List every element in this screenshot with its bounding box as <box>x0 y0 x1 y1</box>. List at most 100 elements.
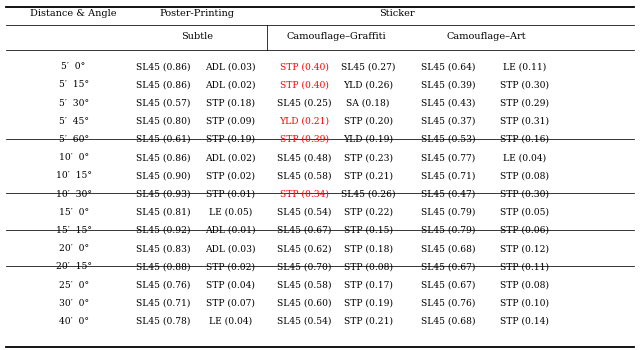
Text: STP (0.20): STP (0.20) <box>344 117 392 126</box>
Text: 15′  15°: 15′ 15° <box>56 226 92 235</box>
Text: ADL (0.03): ADL (0.03) <box>205 62 255 71</box>
Text: 10′  0°: 10′ 0° <box>58 153 89 162</box>
Text: STP (0.10): STP (0.10) <box>500 299 549 308</box>
Text: SA (0.18): SA (0.18) <box>346 99 390 107</box>
Text: SL45 (0.27): SL45 (0.27) <box>341 62 395 71</box>
Text: SL45 (0.93): SL45 (0.93) <box>136 190 191 198</box>
Text: SL45 (0.53): SL45 (0.53) <box>420 135 476 144</box>
Text: STP (0.02): STP (0.02) <box>206 262 255 271</box>
Text: SL45 (0.48): SL45 (0.48) <box>277 153 331 162</box>
Text: YLD (0.26): YLD (0.26) <box>343 80 393 89</box>
Text: STP (0.16): STP (0.16) <box>500 135 549 144</box>
Text: SL45 (0.86): SL45 (0.86) <box>136 62 191 71</box>
Text: ADL (0.03): ADL (0.03) <box>205 244 255 253</box>
Text: ADL (0.02): ADL (0.02) <box>205 80 255 89</box>
Text: SL45 (0.64): SL45 (0.64) <box>421 62 475 71</box>
Text: STP (0.07): STP (0.07) <box>206 299 255 308</box>
Text: STP (0.18): STP (0.18) <box>344 244 392 253</box>
Text: STP (0.06): STP (0.06) <box>500 226 549 235</box>
Text: 20′  15°: 20′ 15° <box>56 262 92 271</box>
Text: STP (0.40): STP (0.40) <box>280 62 328 71</box>
Text: SL45 (0.57): SL45 (0.57) <box>136 99 190 107</box>
Text: SL45 (0.70): SL45 (0.70) <box>277 262 331 271</box>
Text: SL45 (0.37): SL45 (0.37) <box>421 117 475 126</box>
Text: SL45 (0.80): SL45 (0.80) <box>136 117 191 126</box>
Text: STP (0.21): STP (0.21) <box>344 172 392 180</box>
Text: STP (0.04): STP (0.04) <box>206 281 255 289</box>
Text: YLD (0.21): YLD (0.21) <box>279 117 329 126</box>
Text: STP (0.19): STP (0.19) <box>344 299 392 308</box>
Text: SL45 (0.71): SL45 (0.71) <box>421 172 475 180</box>
Text: SL45 (0.86): SL45 (0.86) <box>136 153 191 162</box>
Text: 5′  60°: 5′ 60° <box>58 135 89 144</box>
Text: STP (0.23): STP (0.23) <box>344 153 392 162</box>
Text: 40′  0°: 40′ 0° <box>59 317 88 326</box>
Text: SL45 (0.67): SL45 (0.67) <box>421 262 475 271</box>
Text: 5′  0°: 5′ 0° <box>61 62 86 71</box>
Text: STP (0.08): STP (0.08) <box>500 172 549 180</box>
Text: SL45 (0.61): SL45 (0.61) <box>136 135 191 144</box>
Text: 5′  15°: 5′ 15° <box>58 80 89 89</box>
Text: STP (0.31): STP (0.31) <box>500 117 549 126</box>
Text: YLD (0.19): YLD (0.19) <box>343 135 393 144</box>
Text: STP (0.30): STP (0.30) <box>500 80 549 89</box>
Text: STP (0.29): STP (0.29) <box>500 99 549 107</box>
Text: STP (0.39): STP (0.39) <box>280 135 328 144</box>
Text: SL45 (0.67): SL45 (0.67) <box>421 281 475 289</box>
Text: 30′  0°: 30′ 0° <box>58 299 89 308</box>
Text: SL45 (0.54): SL45 (0.54) <box>277 317 331 326</box>
Text: STP (0.02): STP (0.02) <box>206 172 255 180</box>
Text: SL45 (0.71): SL45 (0.71) <box>136 299 190 308</box>
Text: Poster-Printing: Poster-Printing <box>159 9 235 19</box>
Text: LE (0.11): LE (0.11) <box>503 62 547 71</box>
Text: SL45 (0.54): SL45 (0.54) <box>277 208 331 217</box>
Text: SL45 (0.83): SL45 (0.83) <box>136 244 191 253</box>
Text: STP (0.34): STP (0.34) <box>280 190 328 198</box>
Text: ADL (0.01): ADL (0.01) <box>205 226 255 235</box>
Text: SL45 (0.39): SL45 (0.39) <box>420 80 476 89</box>
Text: SL45 (0.68): SL45 (0.68) <box>420 244 476 253</box>
Text: SL45 (0.77): SL45 (0.77) <box>421 153 475 162</box>
Text: SL45 (0.58): SL45 (0.58) <box>276 281 332 289</box>
Text: SL45 (0.76): SL45 (0.76) <box>136 281 190 289</box>
Text: 25′  0°: 25′ 0° <box>58 281 89 289</box>
Text: 15′  0°: 15′ 0° <box>58 208 89 217</box>
Text: ADL (0.02): ADL (0.02) <box>205 153 255 162</box>
Text: Subtle: Subtle <box>181 32 213 41</box>
Text: Distance & Angle: Distance & Angle <box>30 9 117 19</box>
Text: SL45 (0.58): SL45 (0.58) <box>276 172 332 180</box>
Text: SL45 (0.26): SL45 (0.26) <box>340 190 396 198</box>
Text: Camouflage–Graffiti: Camouflage–Graffiti <box>286 32 386 41</box>
Text: STP (0.01): STP (0.01) <box>206 190 255 198</box>
Text: 10′  15°: 10′ 15° <box>56 172 92 180</box>
Text: STP (0.17): STP (0.17) <box>344 281 392 289</box>
Text: SL45 (0.79): SL45 (0.79) <box>421 208 475 217</box>
Text: SL45 (0.60): SL45 (0.60) <box>276 299 332 308</box>
Text: LE (0.04): LE (0.04) <box>503 153 547 162</box>
Text: 10′  30°: 10′ 30° <box>56 190 92 198</box>
Text: SL45 (0.86): SL45 (0.86) <box>136 80 191 89</box>
Text: SL45 (0.79): SL45 (0.79) <box>421 226 475 235</box>
Text: SL45 (0.68): SL45 (0.68) <box>420 317 476 326</box>
Text: STP (0.40): STP (0.40) <box>280 80 328 89</box>
Text: STP (0.15): STP (0.15) <box>344 226 392 235</box>
Text: SL45 (0.62): SL45 (0.62) <box>276 244 332 253</box>
Text: LE (0.05): LE (0.05) <box>209 208 252 217</box>
Text: STP (0.08): STP (0.08) <box>500 281 549 289</box>
Text: SL45 (0.78): SL45 (0.78) <box>136 317 190 326</box>
Text: STP (0.14): STP (0.14) <box>500 317 549 326</box>
Text: STP (0.30): STP (0.30) <box>500 190 549 198</box>
Text: STP (0.11): STP (0.11) <box>500 262 549 271</box>
Text: LE (0.04): LE (0.04) <box>209 317 252 326</box>
Text: STP (0.05): STP (0.05) <box>500 208 549 217</box>
Text: SL45 (0.88): SL45 (0.88) <box>136 262 191 271</box>
Text: 5′  30°: 5′ 30° <box>58 99 89 107</box>
Text: STP (0.09): STP (0.09) <box>206 117 255 126</box>
Text: STP (0.21): STP (0.21) <box>344 317 392 326</box>
Text: 20′  0°: 20′ 0° <box>58 244 89 253</box>
Text: SL45 (0.92): SL45 (0.92) <box>136 226 191 235</box>
Text: SL45 (0.43): SL45 (0.43) <box>421 99 475 107</box>
Text: STP (0.18): STP (0.18) <box>206 99 255 107</box>
Text: STP (0.22): STP (0.22) <box>344 208 392 217</box>
Text: STP (0.19): STP (0.19) <box>206 135 255 144</box>
